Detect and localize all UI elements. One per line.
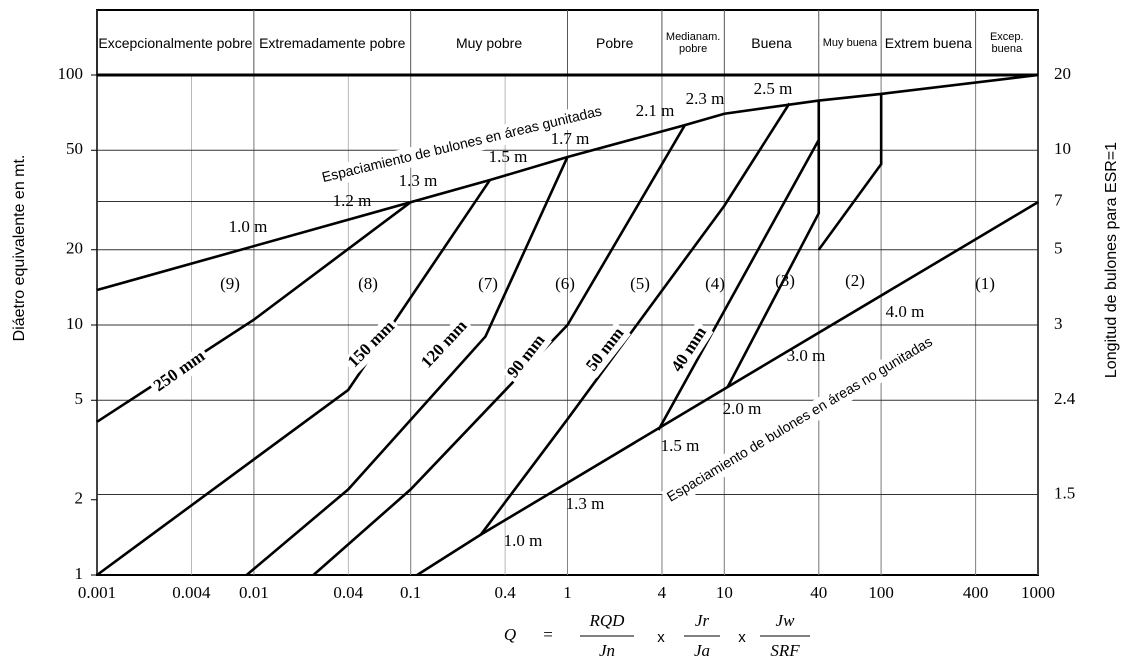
x-tick-label: 40 bbox=[810, 583, 827, 602]
annotation: 2.1 m bbox=[636, 101, 675, 120]
annotation: (8) bbox=[358, 274, 378, 293]
annotation: 4.0 m bbox=[886, 302, 925, 321]
annotation: (4) bbox=[705, 274, 725, 293]
annotation: (1) bbox=[975, 274, 995, 293]
formula-den: SRF bbox=[770, 641, 800, 660]
formula-op: x bbox=[657, 629, 665, 646]
boundary-line bbox=[312, 124, 686, 576]
annotation: 1.2 m bbox=[333, 191, 372, 210]
y-tick-label: 5 bbox=[75, 389, 84, 408]
boundary-line bbox=[96, 179, 491, 577]
formula: Q = RQD Jn x Jr Ja x Jw SRF bbox=[504, 611, 810, 660]
boundary-line bbox=[416, 201, 1039, 577]
quality-class: Medianam. pobre bbox=[665, 31, 721, 55]
annotation: 250 mm bbox=[150, 346, 208, 395]
label-background bbox=[415, 314, 475, 376]
boundary-line bbox=[817, 93, 883, 251]
quality-class: Excepcionalmente pobre bbox=[98, 35, 253, 51]
y2-tick-label: 10 bbox=[1054, 139, 1071, 158]
boundary-line bbox=[96, 201, 412, 423]
formula-eq: = bbox=[543, 625, 553, 644]
annotation: 2.3 m bbox=[686, 89, 725, 108]
annotation: (3) bbox=[775, 271, 795, 290]
x-tick-label: 1000 bbox=[1021, 583, 1055, 602]
y-tick-label: 20 bbox=[66, 239, 83, 258]
y-tick-label: 50 bbox=[66, 139, 83, 158]
y-tick-label: 1 bbox=[75, 564, 84, 583]
x-tick-label: 1 bbox=[563, 583, 572, 602]
formula-lhs: Q bbox=[504, 625, 516, 644]
annotation: 1.0 m bbox=[229, 217, 268, 236]
annotation: 3.0 m bbox=[787, 346, 826, 365]
quality-class: Excep. buena bbox=[989, 31, 1024, 55]
y2-tick-label: 20 bbox=[1054, 64, 1071, 83]
x-tick-label: 400 bbox=[963, 583, 989, 602]
annotation: (5) bbox=[630, 274, 650, 293]
quality-class: Muy buena bbox=[822, 37, 878, 49]
x-tick-label: 0.001 bbox=[78, 583, 116, 602]
formula-den: Ja bbox=[694, 641, 710, 660]
x-tick-label: 0.04 bbox=[333, 583, 363, 602]
label-background bbox=[342, 315, 402, 375]
quality-class: Extremadamente pobre bbox=[259, 35, 406, 51]
annotation: 1.0 m bbox=[504, 531, 543, 550]
y2-tick-label: 2.4 bbox=[1054, 389, 1076, 408]
boundary-line bbox=[245, 156, 569, 576]
quality-class: Pobre bbox=[596, 35, 634, 51]
annotation: (9) bbox=[220, 274, 240, 293]
formula-den: Jn bbox=[599, 641, 615, 660]
label-background bbox=[666, 321, 714, 379]
formula-num: RQD bbox=[589, 611, 626, 630]
boundary-line bbox=[96, 73, 1039, 292]
y2-axis-label: Longitud de bulones para ESR=1 bbox=[1103, 142, 1120, 378]
y2-tick-label: 7 bbox=[1054, 190, 1063, 209]
annotation: (6) bbox=[555, 274, 575, 293]
formula-num: Jw bbox=[776, 611, 796, 630]
y-axis-label: Diáetro equivalente en mt. bbox=[11, 155, 28, 342]
x-tick-label: 0.01 bbox=[239, 583, 269, 602]
y-tick-label: 100 bbox=[58, 64, 84, 83]
label-background bbox=[581, 321, 631, 379]
x-tick-label: 10 bbox=[716, 583, 733, 602]
y2-tick-label: 5 bbox=[1054, 239, 1063, 258]
formula-num: Jr bbox=[695, 611, 710, 630]
annotation: 1.5 m bbox=[489, 147, 528, 166]
annotation: 1.5 m bbox=[661, 436, 700, 455]
x-tick-label: 100 bbox=[868, 583, 894, 602]
annotation: (2) bbox=[845, 271, 865, 290]
y2-tick-label: 1.5 bbox=[1054, 483, 1075, 502]
y2-tick-label: 3 bbox=[1054, 314, 1063, 333]
label-background bbox=[660, 330, 940, 510]
quality-class: Muy pobre bbox=[455, 35, 523, 51]
x-tick-label: 0.004 bbox=[172, 583, 211, 602]
annotation: 2.5 m bbox=[754, 79, 793, 98]
x-tick-label: 0.1 bbox=[400, 583, 421, 602]
annotation: 1.7 m bbox=[551, 129, 590, 148]
x-tick-label: 0.4 bbox=[494, 583, 516, 602]
quality-class: Buena bbox=[751, 35, 792, 51]
x-tick-label: 4 bbox=[658, 583, 667, 602]
boundary-line bbox=[479, 102, 791, 536]
annotation: 1.3 m bbox=[399, 171, 438, 190]
annotation: 1.3 m bbox=[566, 494, 605, 513]
y-tick-label: 2 bbox=[75, 489, 84, 508]
label-background bbox=[502, 328, 552, 386]
formula-op: x bbox=[738, 629, 746, 646]
annotation: 2.0 m bbox=[723, 399, 762, 418]
label-background bbox=[148, 345, 212, 399]
label-background bbox=[317, 101, 607, 189]
y-tick-label: 10 bbox=[66, 314, 83, 333]
annotation: (7) bbox=[478, 274, 498, 293]
boundary-line bbox=[726, 139, 821, 388]
quality-class: Extrem buena bbox=[884, 35, 972, 51]
